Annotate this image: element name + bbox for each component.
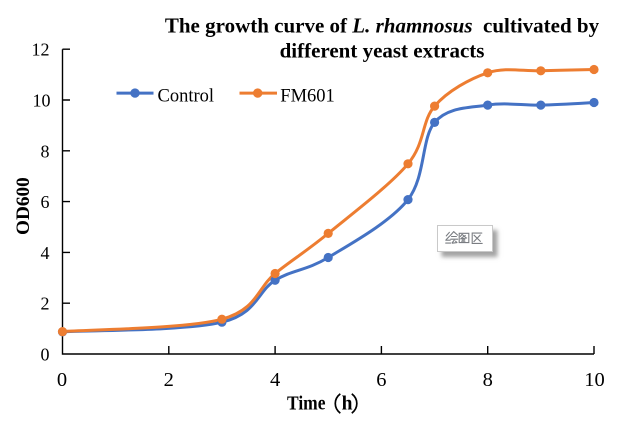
svg-text:different yeast extracts: different yeast extracts <box>280 38 485 62</box>
svg-text:6: 6 <box>376 369 386 391</box>
svg-text:The growth curve of L. rhamnos: The growth curve of L. rhamnosus cultiva… <box>165 13 600 37</box>
svg-text:10: 10 <box>33 91 51 111</box>
svg-text:4: 4 <box>270 369 280 391</box>
svg-text:8: 8 <box>483 369 493 391</box>
svg-text:2: 2 <box>41 294 50 314</box>
svg-text:FM601: FM601 <box>280 86 335 106</box>
svg-text:OD600: OD600 <box>13 177 34 235</box>
svg-text:0: 0 <box>57 369 67 391</box>
svg-text:0: 0 <box>41 345 50 365</box>
svg-text:2: 2 <box>164 369 174 391</box>
svg-text:6: 6 <box>41 192 50 212</box>
svg-text:h: h <box>342 394 353 415</box>
svg-text:8: 8 <box>41 141 50 161</box>
svg-text:12: 12 <box>32 40 50 60</box>
svg-text:Time: Time <box>287 394 326 415</box>
svg-text:4: 4 <box>41 243 50 263</box>
svg-text:10: 10 <box>584 369 605 391</box>
svg-text:Control: Control <box>158 86 215 106</box>
